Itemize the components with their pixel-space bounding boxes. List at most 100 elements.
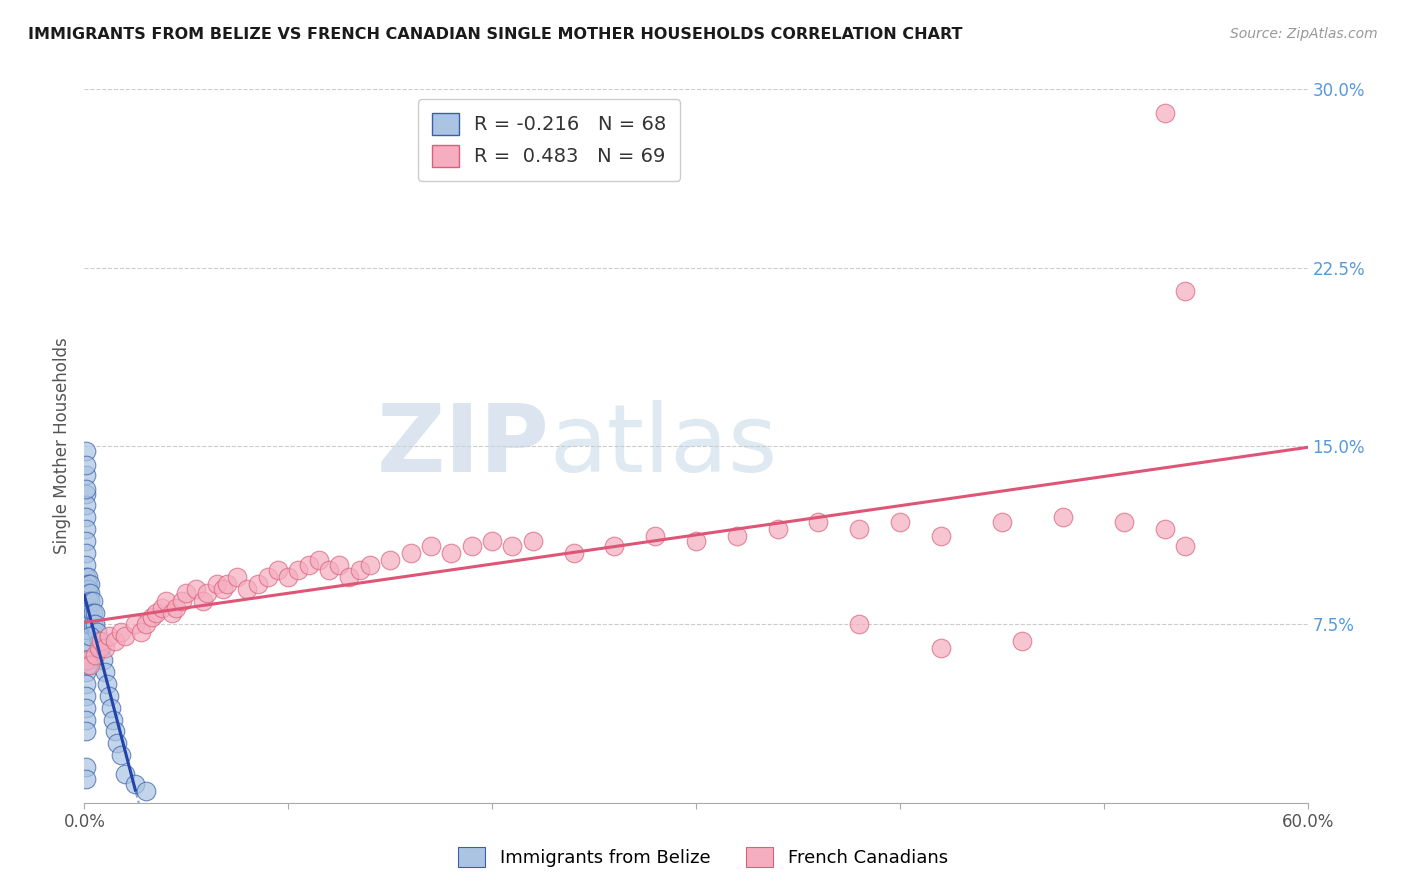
Point <box>440 546 463 560</box>
Point <box>135 617 157 632</box>
Point <box>75 629 97 643</box>
Point <box>75 665 97 679</box>
Point <box>131 624 153 639</box>
Point <box>75 486 97 500</box>
Point <box>807 515 830 529</box>
Point <box>359 558 381 572</box>
Point <box>562 546 585 560</box>
Point <box>75 617 97 632</box>
Point <box>380 553 402 567</box>
Point <box>77 600 100 615</box>
Point <box>75 689 97 703</box>
Point <box>1154 106 1177 120</box>
Point <box>75 510 97 524</box>
Point <box>110 748 132 763</box>
Point <box>1154 522 1177 536</box>
Point <box>101 713 124 727</box>
Point <box>75 546 97 560</box>
Point <box>75 499 97 513</box>
Point <box>77 610 100 624</box>
Point <box>174 586 197 600</box>
Point <box>75 586 97 600</box>
Point <box>77 586 100 600</box>
Point <box>90 634 112 648</box>
Legend: Immigrants from Belize, French Canadians: Immigrants from Belize, French Canadians <box>451 839 955 874</box>
Point <box>420 539 443 553</box>
Point <box>848 522 870 536</box>
Point <box>75 700 97 714</box>
Point <box>287 563 309 577</box>
Point <box>328 558 350 572</box>
Point <box>79 629 101 643</box>
Point <box>318 563 340 577</box>
Point <box>267 563 290 577</box>
Point <box>1174 539 1197 553</box>
Point <box>1174 285 1197 299</box>
Point <box>104 634 127 648</box>
Point <box>603 539 626 553</box>
Point <box>75 534 97 549</box>
Point <box>308 553 330 567</box>
Point <box>75 606 97 620</box>
Point <box>1011 634 1033 648</box>
Point <box>257 570 280 584</box>
Point <box>75 653 97 667</box>
Point <box>75 582 97 596</box>
Point <box>205 577 228 591</box>
Point <box>77 582 100 596</box>
Point <box>77 617 100 632</box>
Point <box>75 443 97 458</box>
Point <box>97 689 120 703</box>
Point <box>339 570 361 584</box>
Point <box>226 570 249 584</box>
Point <box>1052 510 1074 524</box>
Point <box>96 677 118 691</box>
Point <box>77 593 100 607</box>
Point <box>87 634 110 648</box>
Point <box>86 624 108 639</box>
Point <box>83 617 105 632</box>
Point <box>93 641 115 656</box>
Point <box>77 653 100 667</box>
Point <box>100 700 122 714</box>
Point <box>83 606 105 620</box>
Point <box>277 570 299 584</box>
Point <box>124 617 146 632</box>
Point <box>75 558 97 572</box>
Point <box>124 777 146 791</box>
Point <box>186 582 208 596</box>
Point <box>75 458 97 472</box>
Point <box>160 606 183 620</box>
Point <box>104 724 127 739</box>
Point <box>75 634 97 648</box>
Point <box>75 760 97 774</box>
Point <box>191 593 214 607</box>
Point <box>889 515 911 529</box>
Point <box>79 577 101 591</box>
Point <box>212 582 235 596</box>
Point <box>75 641 97 656</box>
Point <box>75 622 97 636</box>
Point <box>246 577 269 591</box>
Point <box>75 570 97 584</box>
Point <box>83 648 105 663</box>
Legend: R = -0.216   N = 68, R =  0.483   N = 69: R = -0.216 N = 68, R = 0.483 N = 69 <box>418 99 681 181</box>
Point <box>75 522 97 536</box>
Point <box>75 482 97 496</box>
Point <box>165 600 187 615</box>
Point <box>848 617 870 632</box>
Point <box>929 529 952 543</box>
Point <box>75 467 97 482</box>
Point <box>725 529 748 543</box>
Point <box>82 617 104 632</box>
Point <box>79 593 101 607</box>
Point <box>114 629 136 643</box>
Point <box>141 610 163 624</box>
Point <box>150 600 173 615</box>
Point <box>461 539 484 553</box>
Point <box>75 610 97 624</box>
Point <box>79 657 101 672</box>
Point <box>929 641 952 656</box>
Point <box>75 653 97 667</box>
Point <box>77 570 100 584</box>
